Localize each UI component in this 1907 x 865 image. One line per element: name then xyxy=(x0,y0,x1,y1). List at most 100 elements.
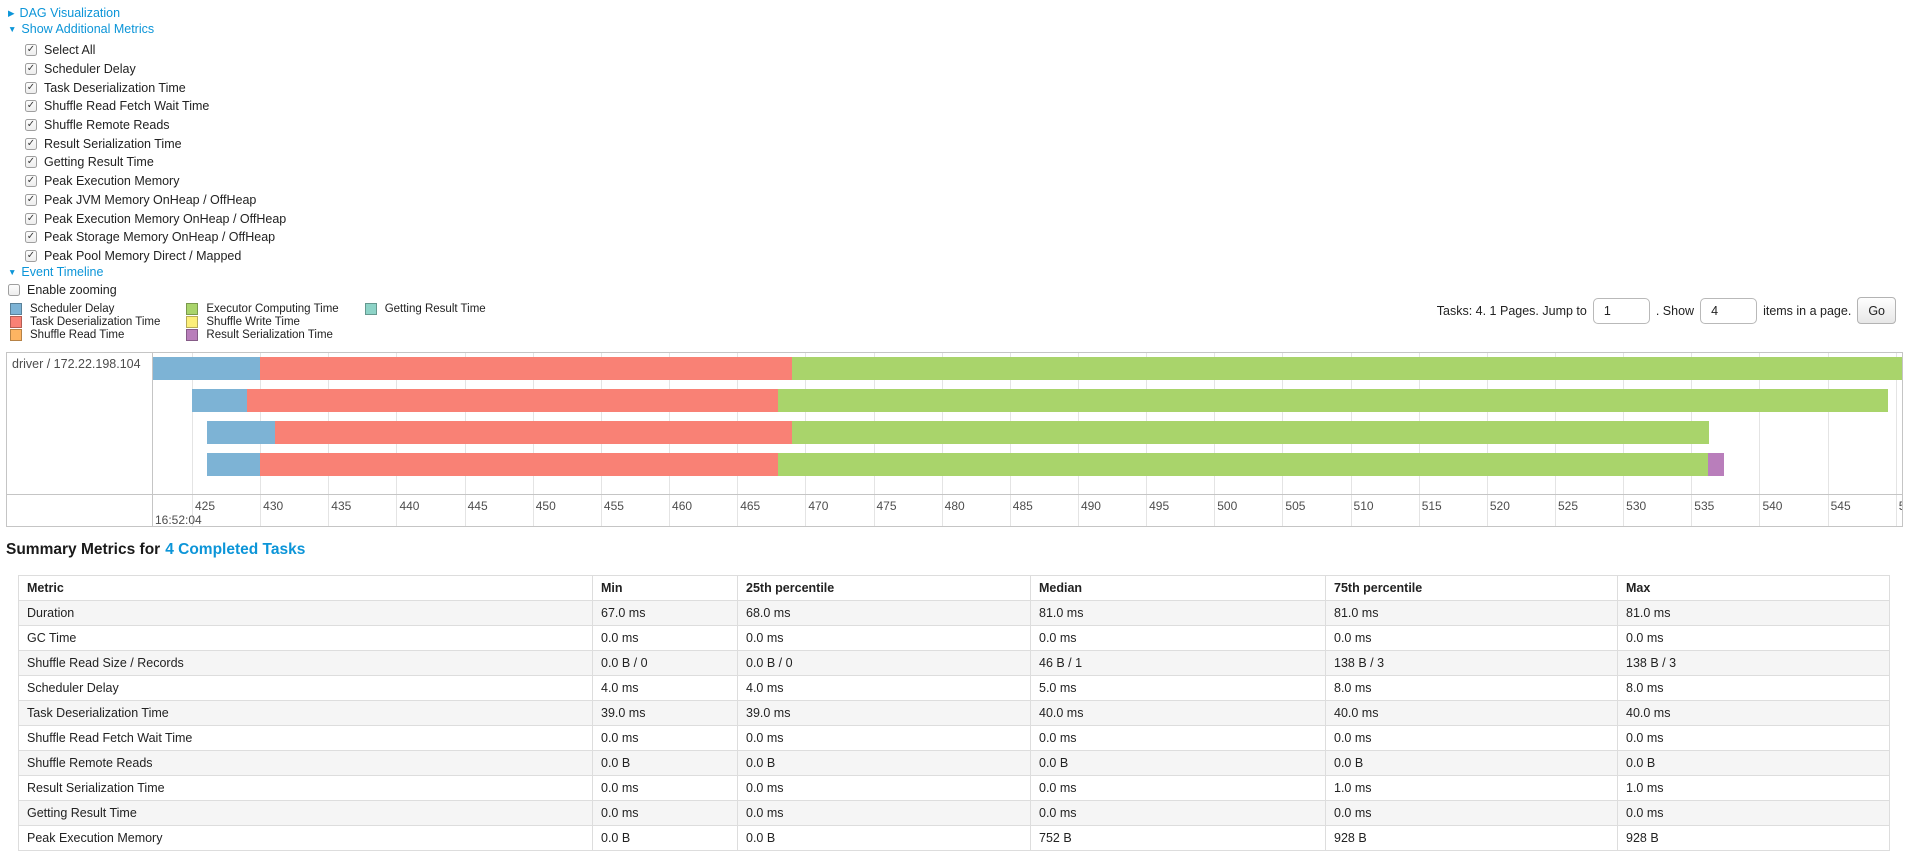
checkbox-checked-icon[interactable]: ✓ xyxy=(25,81,37,94)
checkbox-checked-icon[interactable]: ✓ xyxy=(25,119,37,132)
legend-label: Executor Computing Time xyxy=(206,302,339,315)
jump-to-page-input[interactable] xyxy=(1592,297,1650,324)
timeline-controls: ▶ DAG Visualization ▼ Show Additional Metr… xyxy=(8,6,286,298)
legend-item: Task Deserialization Time xyxy=(10,315,160,328)
summary-title-text: Summary Metrics for xyxy=(6,541,161,558)
task-bar-deserialization-segment[interactable] xyxy=(260,357,792,380)
axis-tick-label: 545 xyxy=(1830,499,1851,513)
metric-checkbox-item: ✓ Peak JVM Memory OnHeap / OffHeap xyxy=(25,191,286,210)
column-header: Max xyxy=(1617,575,1890,601)
checkbox-label[interactable]: Peak JVM Memory OnHeap / OffHeap xyxy=(44,192,257,207)
checkbox-label[interactable]: Getting Result Time xyxy=(44,155,154,170)
checkbox-checked-icon[interactable]: ✓ xyxy=(25,100,37,113)
checkbox-label[interactable]: Select All xyxy=(44,43,96,58)
checkbox-checked-icon[interactable]: ✓ xyxy=(25,249,37,262)
axis-tick-label: 535 xyxy=(1694,499,1715,513)
axis-tick-label: 480 xyxy=(944,499,965,513)
axis-tick-label: 490 xyxy=(1080,499,1101,513)
checkbox-checked-icon[interactable]: ✓ xyxy=(25,137,37,150)
task-bar-computing-segment[interactable] xyxy=(791,421,1710,444)
checkbox-label[interactable]: Scheduler Delay xyxy=(44,62,136,77)
legend-item: Shuffle Write Time xyxy=(186,315,338,328)
task-bar-computing-segment[interactable] xyxy=(778,453,1708,476)
table-row: GC Time 0.0 ms 0.0 ms 0.0 ms 0.0 ms 0.0 ms xyxy=(18,625,1890,651)
table-row: Shuffle Read Size / Records 0.0 B / 0 0.0 … xyxy=(18,650,1890,676)
checkbox-label[interactable]: Peak Pool Memory Direct / Mapped xyxy=(44,248,242,263)
metric-name-cell: Shuffle Remote Reads xyxy=(18,750,593,776)
task-bar-deserialization-segment[interactable] xyxy=(246,389,779,412)
axis-tick-label: 460 xyxy=(672,499,693,513)
enable-zooming-checkbox[interactable] xyxy=(8,284,20,297)
metric-value-cell: 0.0 ms xyxy=(1617,625,1890,651)
shuffle_write-legend-swatch xyxy=(186,315,199,328)
task-bar-deserialization-segment[interactable] xyxy=(260,453,779,476)
metric-checkbox-item: ✓ Peak Storage Memory OnHeap / OffHeap xyxy=(25,228,286,247)
metric-value-cell: 39.0 ms xyxy=(737,700,1031,726)
metric-value-cell: 0.0 ms xyxy=(1617,800,1890,826)
axis-tick-label: 515 xyxy=(1421,499,1442,513)
task-bar-computing-segment[interactable] xyxy=(791,357,1902,380)
checkbox-label[interactable]: Peak Storage Memory OnHeap / OffHeap xyxy=(44,230,276,245)
metric-value-cell: 0.0 ms xyxy=(737,625,1031,651)
shuffle_read-legend-swatch xyxy=(10,328,22,341)
metric-checkbox-list: ✓ Select All ✓ Scheduler Delay ✓ Task Deseria… xyxy=(8,41,286,265)
task-bar-scheduler-delay-segment[interactable] xyxy=(206,421,276,444)
task-bar-scheduler-delay-segment[interactable] xyxy=(206,453,261,476)
checkbox-checked-icon[interactable]: ✓ xyxy=(25,231,37,244)
task-bar-deserialization-segment[interactable] xyxy=(275,421,792,444)
checkbox-checked-icon[interactable]: ✓ xyxy=(25,193,37,206)
axis-tick-label: 505 xyxy=(1285,499,1306,513)
task-bar-serialization-segment[interactable] xyxy=(1707,453,1724,476)
go-button[interactable]: Go xyxy=(1857,297,1896,324)
event-timeline-toggle[interactable]: ▼ Event Timeline xyxy=(8,265,286,280)
table-header-row: Metric Min 25th percentile Median 75th perce… xyxy=(18,575,1890,601)
checkbox-label[interactable]: Result Serialization Time xyxy=(44,136,182,151)
legend-label: Task Deserialization Time xyxy=(30,315,161,328)
legend-item: Scheduler Delay xyxy=(10,302,160,315)
axis-tick-label: 475 xyxy=(876,499,897,513)
task-bar-scheduler-delay-segment[interactable] xyxy=(192,389,247,412)
checkbox-label[interactable]: Peak Execution Memory xyxy=(44,174,180,189)
event-timeline-chart: driver / 172.22.198.104 425 430 435 440 445 4… xyxy=(6,352,1903,527)
table-row: Task Deserialization Time 39.0 ms 39.0 ms 4… xyxy=(18,700,1890,726)
metric-value-cell: 1.0 ms xyxy=(1325,775,1618,801)
checkbox-label[interactable]: Task Deserialization Time xyxy=(44,80,186,95)
metric-name-cell: Getting Result Time xyxy=(18,800,593,826)
legend-label: Shuffle Read Time xyxy=(30,328,125,341)
items-per-page-input[interactable] xyxy=(1700,297,1758,324)
checkbox-checked-icon[interactable]: ✓ xyxy=(25,44,37,57)
legend-label: Getting Result Time xyxy=(384,302,486,315)
task-bar-scheduler-delay-segment[interactable] xyxy=(153,357,261,380)
column-header: Min xyxy=(592,575,738,601)
metric-value-cell: 81.0 ms xyxy=(1030,600,1326,626)
completed-tasks-link[interactable]: 4 Completed Tasks xyxy=(165,541,306,558)
metric-value-cell: 0.0 ms xyxy=(1030,800,1326,826)
task-bar-computing-segment[interactable] xyxy=(778,389,1888,412)
dag-visualization-toggle[interactable]: ▶ DAG Visualization xyxy=(8,6,286,21)
checkbox-checked-icon[interactable]: ✓ xyxy=(25,212,37,225)
axis-gridline xyxy=(1759,353,1761,526)
metric-value-cell: 0.0 ms xyxy=(592,625,738,651)
show-additional-metrics-toggle[interactable]: ▼ Show Additional Metrics xyxy=(8,22,286,37)
checkbox-label[interactable]: Shuffle Remote Reads xyxy=(44,118,170,133)
executor_computing-legend-swatch xyxy=(186,302,199,315)
metric-value-cell: 0.0 ms xyxy=(737,725,1031,751)
checkbox-label[interactable]: Peak Execution Memory OnHeap / OffHeap xyxy=(44,211,287,226)
metric-name-cell: Peak Execution Memory xyxy=(18,825,593,851)
scheduler_delay-legend-swatch xyxy=(10,302,22,315)
checkbox-label[interactable]: Shuffle Read Fetch Wait Time xyxy=(44,99,210,114)
checkbox-checked-icon[interactable]: ✓ xyxy=(25,175,37,188)
metric-name-cell: GC Time xyxy=(18,625,593,651)
checkbox-checked-icon[interactable]: ✓ xyxy=(25,63,37,76)
axis-tick-label: 435 xyxy=(331,499,352,513)
checkbox-checked-icon[interactable]: ✓ xyxy=(25,156,37,169)
metric-value-cell: 0.0 B xyxy=(1325,750,1618,776)
metric-checkbox-item: ✓ Shuffle Read Fetch Wait Time xyxy=(25,97,286,116)
table-row: Peak Execution Memory 0.0 B 0.0 B 752 B 928 … xyxy=(18,825,1890,851)
axis-tick-label: 455 xyxy=(603,499,624,513)
metric-value-cell: 0.0 B xyxy=(1030,750,1326,776)
axis-gridline xyxy=(192,353,193,526)
expanded-arrow-icon: ▼ xyxy=(8,267,17,278)
metric-value-cell: 81.0 ms xyxy=(1325,600,1618,626)
axis-tick-label: 495 xyxy=(1149,499,1170,513)
